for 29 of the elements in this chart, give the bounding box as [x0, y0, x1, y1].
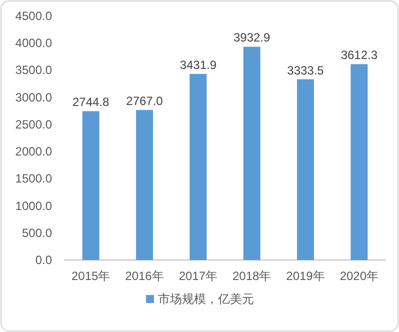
- data-label: 3333.5: [287, 63, 324, 78]
- y-tick-label: 3500.0: [15, 63, 52, 78]
- y-tick-label: 3000.0: [15, 90, 52, 104]
- bar: [136, 110, 153, 260]
- x-tick-label: 2019年: [286, 269, 325, 283]
- y-tick-label: 500.0: [22, 226, 52, 240]
- bar: [297, 79, 314, 260]
- y-tick-label: 0.0: [35, 253, 52, 267]
- legend-label: 市场规模，亿美元: [158, 292, 254, 306]
- y-tick-label: 4500.0: [15, 9, 52, 23]
- x-tick-label: 2017年: [178, 269, 218, 283]
- y-tick-label: 1500.0: [15, 172, 52, 186]
- x-tick-label: 2018年: [232, 269, 272, 283]
- x-tick-label: 2020年: [340, 269, 379, 283]
- data-label: 3612.3: [340, 48, 378, 62]
- y-tick-label: 2000.0: [15, 144, 52, 159]
- y-tick-label: 1000.0: [15, 198, 52, 213]
- bar: [243, 46, 260, 260]
- bar: [350, 64, 368, 260]
- data-label: 2767.0: [126, 94, 164, 108]
- data-label: 3932.9: [233, 30, 271, 45]
- y-tick-label: 4000.0: [15, 36, 52, 50]
- x-tick-label: 2016年: [125, 269, 164, 283]
- bar: [190, 74, 207, 260]
- y-tick-label: 2500.0: [15, 117, 52, 132]
- data-label: 3431.9: [180, 58, 217, 72]
- bar: [82, 111, 100, 260]
- data-label: 2744.8: [72, 95, 110, 110]
- x-tick-label: 2015年: [71, 269, 110, 283]
